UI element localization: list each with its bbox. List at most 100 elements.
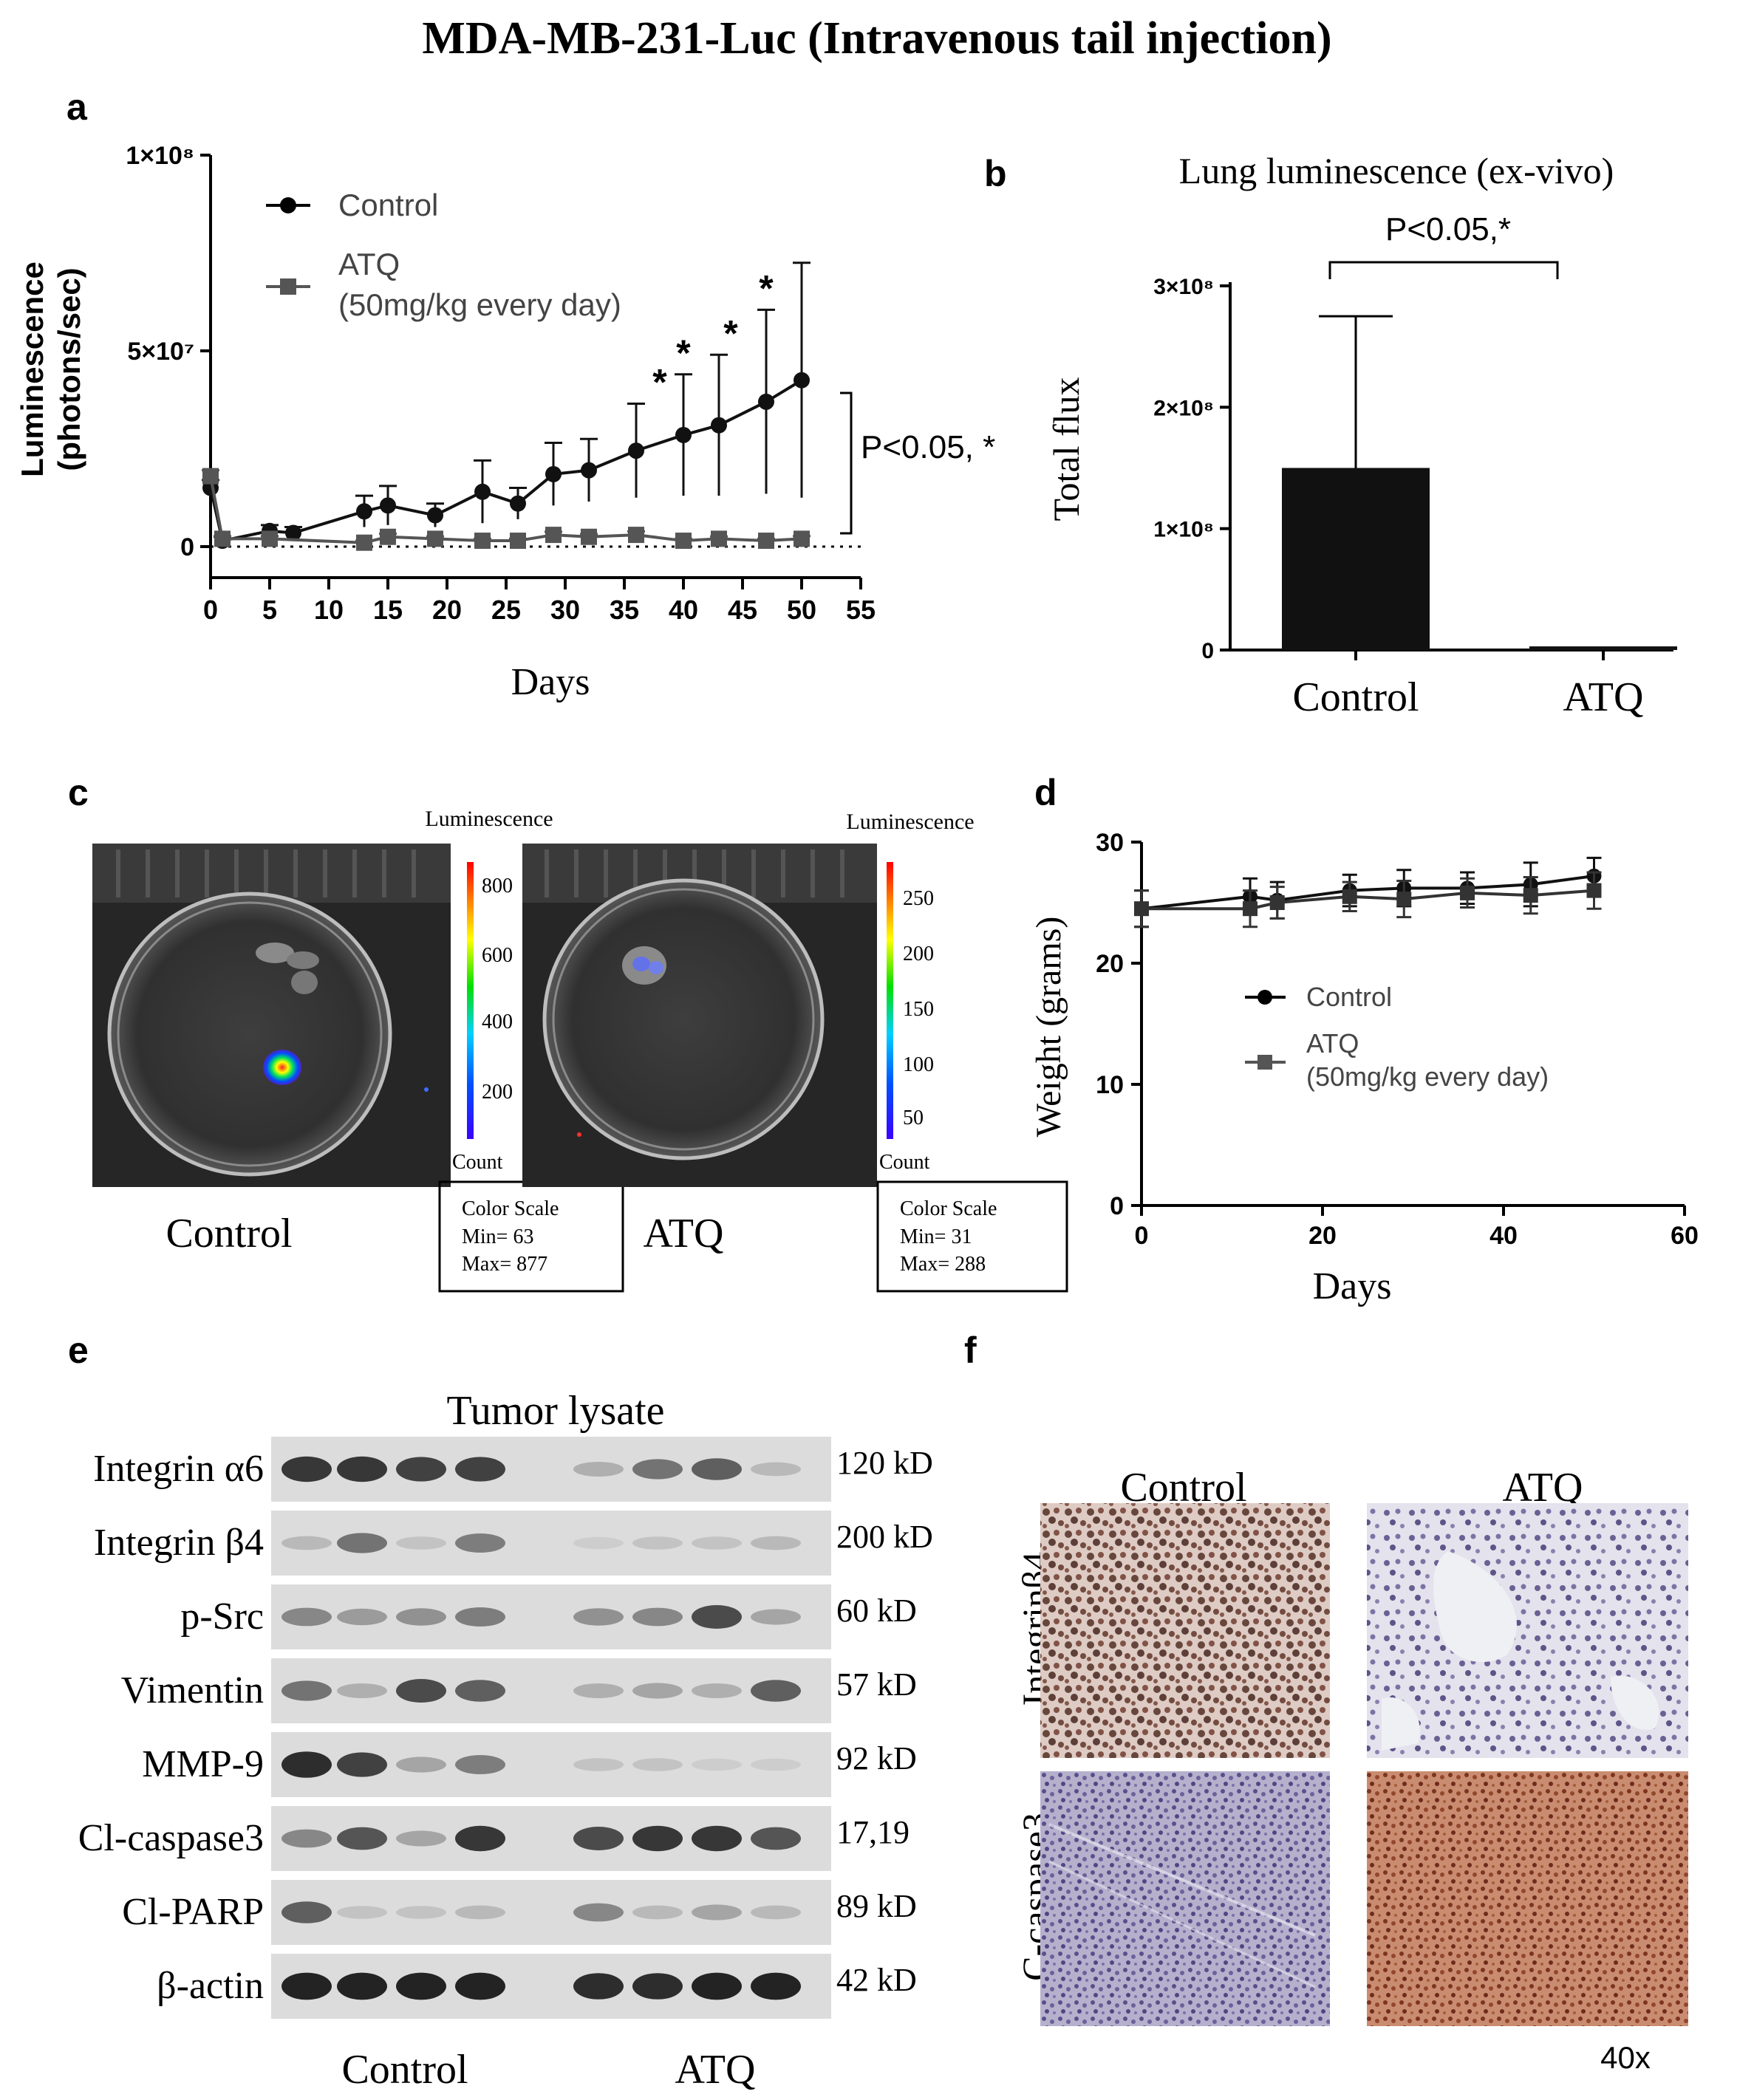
- panel-a-y-axis-label-line2: (photons/sec): [52, 267, 86, 471]
- panel-e-band: [281, 1829, 332, 1848]
- panel-e-size-label: 200 kD: [836, 1519, 933, 1555]
- panel-a-legend-control-marker: [280, 197, 296, 213]
- panel-e-band: [632, 1607, 683, 1627]
- panel-a-y-axis-label-line1: Luminescence: [15, 261, 50, 477]
- panel-c-atq-image: [522, 844, 877, 1187]
- panel-a-atq-point: [262, 530, 278, 547]
- panel-e-band: [337, 1683, 387, 1698]
- panel-a-x-tick-label: 15: [373, 595, 403, 625]
- panel-a-atq-point: [758, 533, 774, 550]
- panel-d-legend-control-marker: [1258, 990, 1272, 1005]
- panel-e-band: [751, 1462, 801, 1477]
- panel-a-significance-star: *: [652, 362, 667, 403]
- panel-e-band: [692, 1683, 742, 1698]
- panel-a-significance-label: P<0.05, *: [861, 429, 995, 465]
- panel-c-control-box-title: Color Scale: [462, 1197, 559, 1220]
- panel-f-image-atq-caspase: [1367, 1771, 1688, 2026]
- panel-e-band: [751, 1972, 801, 2000]
- panel-b-y-tick-label: 2×10⁸: [1153, 396, 1214, 420]
- panel-c-control-min: Min= 63: [462, 1225, 533, 1248]
- figure-title: MDA-MB-231-Luc (Intravenous tail injecti…: [422, 13, 1331, 64]
- panel-e-row-label: Cl-PARP: [122, 1891, 264, 1933]
- panel-a-legend-atq-dose: (50mg/kg every day): [338, 287, 621, 322]
- panel-e-band: [692, 1458, 742, 1480]
- panel-e-band: [692, 1972, 742, 2000]
- panel-e-band: [573, 1608, 624, 1626]
- panel-e-band: [281, 1751, 332, 1778]
- panel-e-band: [281, 1901, 332, 1923]
- panel-f-image-control-caspase: [1040, 1771, 1330, 2026]
- panel-a-x-tick-label: 20: [432, 595, 462, 625]
- panel-b-y-tick-label: 0: [1201, 639, 1214, 663]
- panel-a-x-tick-label: 30: [550, 595, 580, 625]
- panel-a-significance-star: *: [676, 332, 691, 374]
- panel-e-band: [396, 1972, 446, 2000]
- panel-e-row-label: MMP-9: [142, 1743, 264, 1785]
- panel-c-atq-scale-tick-150: 150: [903, 998, 934, 1021]
- panel-e-band: [632, 1905, 683, 1920]
- panel-c-atq-color-bar: [887, 862, 893, 1139]
- panel-a-atq-point: [202, 468, 219, 485]
- panel-e-band: [337, 1608, 387, 1626]
- panel-a-control-point: [380, 497, 396, 514]
- panel-e-row-label: β-actin: [157, 1965, 264, 2007]
- panel-e-band: [573, 1903, 624, 1922]
- panel-b-p-label: P<0.05,*: [1385, 211, 1511, 247]
- panel-e-band: [396, 1906, 446, 1919]
- panel-b-y-tick-label: 1×10⁸: [1153, 518, 1214, 542]
- panel-c-control-color-bar: [467, 862, 474, 1139]
- panel-e-band: [455, 1680, 505, 1702]
- panel-e-band: [573, 1683, 624, 1698]
- panel-d-atq-point: [1269, 895, 1285, 910]
- panel-e-band: [751, 1758, 801, 1771]
- panel-d-x-tick-label: 0: [1135, 1222, 1149, 1250]
- panel-a-control-point: [794, 372, 810, 389]
- panel-a-x-tick-label: 10: [314, 595, 344, 625]
- panel-c-control-max: Max= 877: [462, 1253, 547, 1276]
- panel-e-size-label: 89 kD: [836, 1888, 917, 1924]
- panel-d-atq-point: [1586, 883, 1602, 898]
- panel-d-y-axis-label: Weight (grams): [1029, 917, 1068, 1138]
- panel-e-row-label: Integrin α6: [93, 1448, 264, 1490]
- panel-e-band: [396, 1679, 446, 1703]
- panel-a-x-tick-label: 0: [203, 595, 218, 625]
- panel-e-band: [751, 1609, 801, 1625]
- panel-e-western-blot: Tumor lysate Integrin α6 120 kD Integrin β…: [78, 1388, 933, 2093]
- panel-c-imaging: Luminescence 800 600 400 200 Count Contr…: [92, 807, 1068, 1293]
- panel-c-control-scale-title: Luminescence: [425, 807, 553, 831]
- panel-b-bar-atq: [1529, 646, 1677, 650]
- panel-e-band: [573, 1758, 624, 1771]
- panel-e-band: [692, 1825, 742, 1852]
- panel-a-control-point: [675, 426, 692, 443]
- panel-a-x-tick-label: 5: [262, 595, 277, 625]
- panel-e-band: [692, 1536, 742, 1550]
- panel-e-band: [573, 1827, 624, 1850]
- panel-d-y-tick-label: 20: [1096, 950, 1124, 978]
- panel-a-legend-control-label: Control: [338, 188, 438, 222]
- panel-c-atq-scale-tick-200: 200: [903, 943, 934, 965]
- panel-a-x-tick-label: 55: [846, 595, 876, 625]
- panel-a-control-point: [711, 417, 727, 434]
- panel-d-legend-atq-label: ATQ: [1306, 1028, 1359, 1058]
- panel-e-band: [281, 1536, 332, 1550]
- panel-a-control-point: [758, 393, 774, 410]
- panel-a-atq-point: [380, 528, 396, 545]
- panel-a-atq-point: [711, 530, 727, 547]
- panel-e-band: [337, 1456, 387, 1482]
- panel-e-group-control: Control: [341, 2047, 468, 2093]
- panel-a-control-point: [356, 503, 372, 520]
- panel-d-x-tick-label: 60: [1671, 1222, 1699, 1250]
- panel-e-row-label: Vimentin: [121, 1669, 264, 1711]
- panel-a-control-point: [510, 495, 526, 512]
- panel-e-band: [337, 1906, 387, 1919]
- panel-e-size-label: 42 kD: [836, 1962, 917, 1998]
- panel-a-atq-point: [545, 527, 562, 544]
- panel-e-band: [455, 1457, 505, 1482]
- panel-b-x-tick-label-atq: ATQ: [1563, 674, 1644, 720]
- panel-e-band: [455, 1972, 505, 2000]
- panel-f-col-atq: ATQ: [1503, 1465, 1583, 1511]
- panel-a-significance-star: *: [759, 267, 774, 309]
- panel-e-band: [573, 1973, 624, 2000]
- panel-e-band: [337, 1752, 387, 1777]
- panel-e-band: [751, 1905, 801, 1920]
